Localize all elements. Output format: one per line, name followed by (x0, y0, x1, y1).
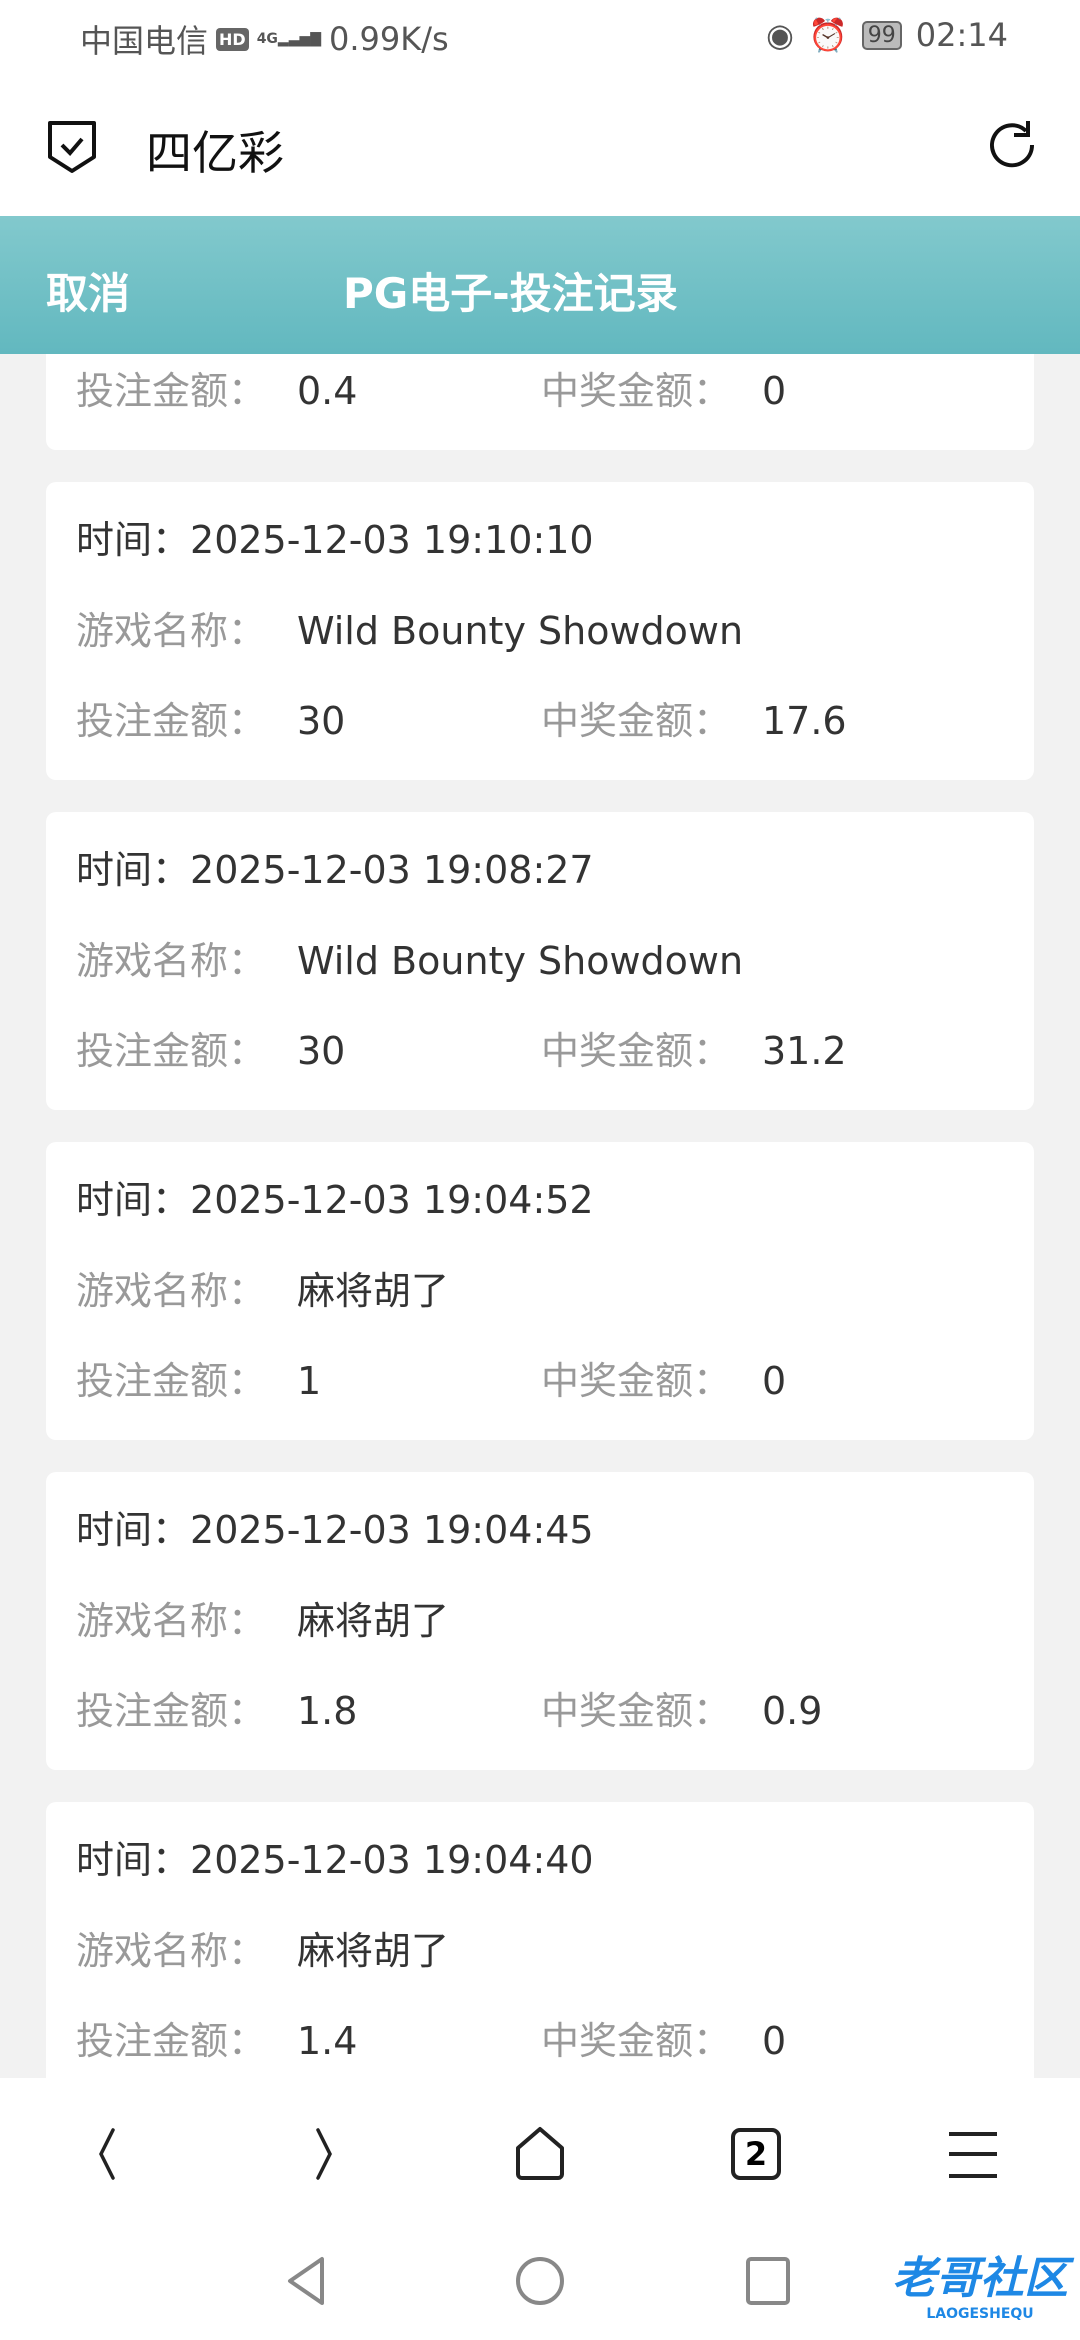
record-card: 时间：2025-12-03 19:10:10 游戏名称： Wild Bounty … (46, 482, 1034, 780)
time-value: 2025-12-03 19:08:27 (190, 848, 594, 892)
game-value: Wild Bounty Showdown (297, 609, 744, 653)
game-label: 游戏名称： (76, 939, 267, 983)
win-label: 中奖金额： (541, 1029, 732, 1073)
reload-icon[interactable] (984, 117, 1040, 173)
bet-value: 1.8 (297, 1689, 358, 1733)
bet-value: 30 (297, 1029, 346, 1073)
game-label: 游戏名称： (76, 1269, 267, 1313)
system-back-icon[interactable] (284, 2256, 334, 2306)
carrier: 中国电信 (80, 22, 209, 60)
time-value: 2025-12-03 19:04:40 (190, 1838, 594, 1882)
bet-value: 1.4 (297, 2019, 358, 2063)
forward-icon[interactable] (294, 2124, 354, 2184)
bet-label: 投注金额： (76, 1689, 267, 1733)
game-value: 麻将胡了 (297, 1269, 450, 1313)
time-value: 2025-12-03 19:10:10 (190, 518, 594, 562)
game-value: Wild Bounty Showdown (297, 939, 744, 983)
bet-value: 0.4 (297, 369, 358, 413)
bet-value: 30 (297, 699, 346, 743)
game-value: 麻将胡了 (297, 1599, 450, 1643)
status-bar: 中国电信 HD 4G▂▃▅▇ 0.99K/s ◉ ⏰ 99 02:14 (0, 0, 1080, 75)
time-value: 2025-12-03 19:04:52 (190, 1178, 594, 1222)
hd-icon: HD (216, 27, 249, 51)
time-label: 时间： (76, 1178, 191, 1222)
win-value: 0 (762, 369, 787, 413)
bet-label: 投注金额： (76, 699, 267, 743)
win-value: 0 (762, 1359, 787, 1403)
alarm-icon: ⏰ (807, 16, 848, 54)
watermark-logo: 老哥社区 LAOGESHEQU (892, 2253, 1068, 2322)
win-label: 中奖金额： (541, 369, 732, 413)
win-value: 31.2 (762, 1029, 847, 1073)
menu-icon[interactable] (943, 2124, 1003, 2184)
game-value: 麻将胡了 (297, 1929, 450, 1973)
system-nav-bar: 老哥社区 LAOGESHEQU (0, 2222, 1080, 2340)
clock: 02:14 (915, 16, 1008, 54)
record-card: 时间：2025-12-03 19:04:40 游戏名称： 麻将胡了 投注金额： 1.… (46, 1802, 1034, 2078)
battery-icon: 99 (861, 20, 902, 50)
signal-icon: 4G▂▃▅▇ (256, 31, 321, 47)
site-title: 四亿彩 (146, 126, 284, 180)
win-value: 0 (762, 2019, 787, 2063)
network-speed: 0.99K/s (329, 20, 449, 58)
game-label: 游戏名称： (76, 1599, 267, 1643)
home-icon[interactable] (510, 2124, 570, 2184)
bet-label: 投注金额： (76, 1029, 267, 1073)
game-label: 游戏名称： (76, 609, 267, 653)
time-value: 2025-12-03 19:04:45 (190, 1508, 594, 1552)
browser-toolbar: 2 (0, 2078, 1080, 2222)
eye-icon: ◉ (766, 16, 794, 54)
win-label: 中奖金额： (541, 699, 732, 743)
bet-label: 投注金额： (76, 369, 267, 413)
bet-label: 投注金额： (76, 2019, 267, 2063)
back-icon[interactable] (77, 2124, 137, 2184)
win-label: 中奖金额： (541, 1689, 732, 1733)
tabs-button[interactable]: 2 (731, 2128, 781, 2180)
cancel-button[interactable]: 取消 (46, 269, 131, 318)
win-label: 中奖金额： (541, 1359, 732, 1403)
time-label: 时间： (76, 848, 191, 892)
shield-check-icon[interactable] (46, 117, 98, 175)
bet-label: 投注金额： (76, 1359, 267, 1403)
win-value: 17.6 (762, 699, 847, 743)
record-card: 时间：2025-12-03 19:04:52 游戏名称： 麻将胡了 投注金额： 1 中… (46, 1142, 1034, 1440)
page-title: PG电子-投注记录 (343, 269, 678, 318)
win-label: 中奖金额： (541, 2019, 732, 2063)
record-card: 投注金额： 0.4 中奖金额： 0 (46, 354, 1034, 450)
record-card: 时间：2025-12-03 19:08:27 游戏名称： Wild Bounty … (46, 812, 1034, 1110)
time-label: 时间： (76, 1508, 191, 1552)
bet-record-list[interactable]: 投注金额： 0.4 中奖金额： 0 时间：2025-12-03 19:10:10… (0, 354, 1080, 2078)
win-value: 0.9 (762, 1689, 823, 1733)
browser-address-bar: 四亿彩 (0, 75, 1080, 216)
time-label: 时间： (76, 518, 191, 562)
game-label: 游戏名称： (76, 1929, 267, 1973)
bet-value: 1 (297, 1359, 322, 1403)
time-label: 时间： (76, 1838, 191, 1882)
system-recents-icon[interactable] (743, 2256, 793, 2306)
system-home-icon[interactable] (515, 2256, 565, 2306)
record-card: 时间：2025-12-03 19:04:45 游戏名称： 麻将胡了 投注金额： 1.… (46, 1472, 1034, 1770)
page-header: 取消 PG电子-投注记录 (0, 216, 1080, 354)
